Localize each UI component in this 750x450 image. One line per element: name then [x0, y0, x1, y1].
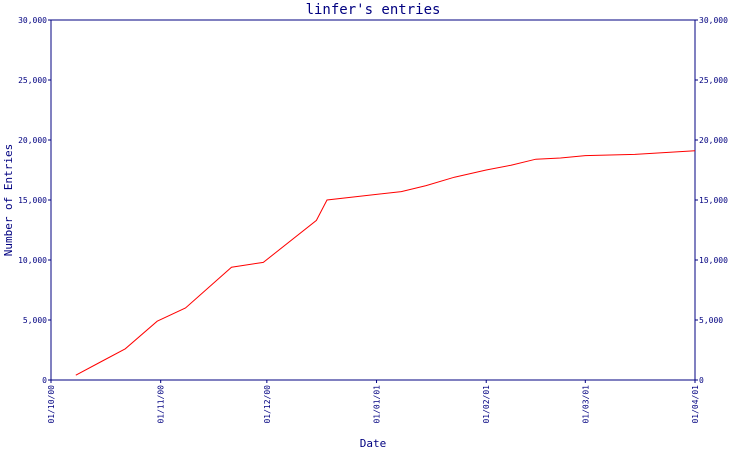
y-ticks: 0 0 5,000 5,000 10,000 10,000 15,000 15,000 20,0…	[18, 16, 728, 385]
x-tick-label: 01/02/01	[482, 385, 491, 424]
y-tick-label-left: 0	[42, 376, 47, 385]
x-axis-title: Date	[360, 437, 387, 450]
x-tick-label: 01/03/01	[581, 385, 590, 424]
y-tick-label-left: 30,000	[18, 16, 47, 25]
series-line	[75, 150, 696, 376]
y-tick-label-right: 10,000	[699, 256, 728, 265]
x-tick-label: 01/10/00	[47, 385, 56, 424]
y-tick-label-left: 15,000	[18, 196, 47, 205]
x-ticks: 01/10/00 01/11/00 01/12/00 01/01/01 01/02/01…	[47, 380, 700, 424]
x-tick-label: 01/11/00	[157, 385, 166, 424]
y-axis-title: Number of Entries	[2, 144, 15, 257]
y-tick-label-right: 0	[699, 376, 704, 385]
x-tick-label: 01/12/00	[263, 385, 272, 424]
y-tick-label-left: 5,000	[23, 316, 47, 325]
y-tick-label-right: 20,000	[699, 136, 728, 145]
y-tick-label-right: 15,000	[699, 196, 728, 205]
y-tick-label-left: 20,000	[18, 136, 47, 145]
x-tick-label: 01/04/01	[691, 385, 700, 424]
y-tick-label-left: 10,000	[18, 256, 47, 265]
y-tick-label-right: 25,000	[699, 76, 728, 85]
y-tick-label-right: 5,000	[699, 316, 723, 325]
y-tick-label-left: 25,000	[18, 76, 47, 85]
chart-title: linfer's entries	[306, 2, 441, 18]
y-tick-label-right: 30,000	[699, 16, 728, 25]
x-tick-label: 01/01/01	[373, 385, 382, 424]
